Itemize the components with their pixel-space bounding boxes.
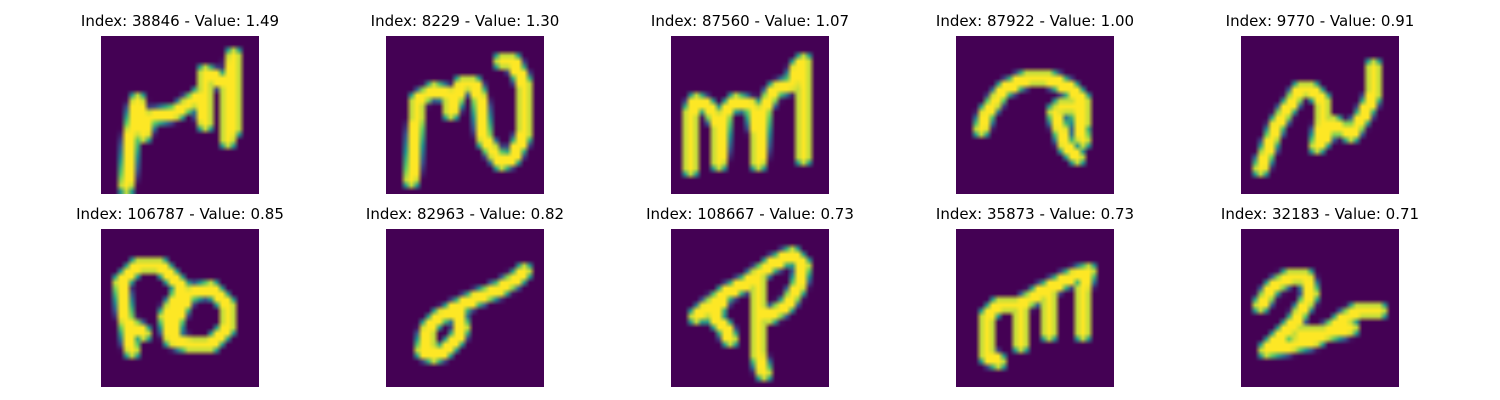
panel-title: Index: 108667 - Value: 0.73 (646, 205, 854, 223)
image-panel-10: Index: 32183 - Value: 0.71 (1200, 205, 1440, 395)
digit-image (386, 229, 544, 387)
panel-title: Index: 38846 - Value: 1.49 (80, 12, 280, 30)
image-panel-9: Index: 35873 - Value: 0.73 (915, 205, 1155, 395)
digit-image (1241, 229, 1399, 387)
digit-image (101, 36, 259, 194)
panel-title: Index: 106787 - Value: 0.85 (76, 205, 284, 223)
image-panel-4: Index: 87922 - Value: 1.00 (915, 12, 1155, 202)
image-panel-6: Index: 106787 - Value: 0.85 (60, 205, 300, 395)
panel-title: Index: 9770 - Value: 0.91 (1225, 12, 1415, 30)
digit-image (101, 229, 259, 387)
panel-title: Index: 8229 - Value: 1.30 (370, 12, 560, 30)
panel-title: Index: 35873 - Value: 0.73 (935, 205, 1135, 223)
image-panel-5: Index: 9770 - Value: 0.91 (1200, 12, 1440, 202)
digit-image (1241, 36, 1399, 194)
image-panel-3: Index: 87560 - Value: 1.07 (630, 12, 870, 202)
image-panel-8: Index: 108667 - Value: 0.73 (630, 205, 870, 395)
digit-image (956, 36, 1114, 194)
digit-image (386, 36, 544, 194)
image-panel-1: Index: 38846 - Value: 1.49 (60, 12, 300, 202)
digit-image (956, 229, 1114, 387)
panel-title: Index: 32183 - Value: 0.71 (1220, 205, 1420, 223)
digit-image (671, 36, 829, 194)
image-panel-2: Index: 8229 - Value: 1.30 (345, 12, 585, 202)
panel-title: Index: 87560 - Value: 1.07 (650, 12, 850, 30)
panel-title: Index: 87922 - Value: 1.00 (935, 12, 1135, 30)
image-panel-7: Index: 82963 - Value: 0.82 (345, 205, 585, 395)
digit-image (671, 229, 829, 387)
panel-title: Index: 82963 - Value: 0.82 (365, 205, 565, 223)
